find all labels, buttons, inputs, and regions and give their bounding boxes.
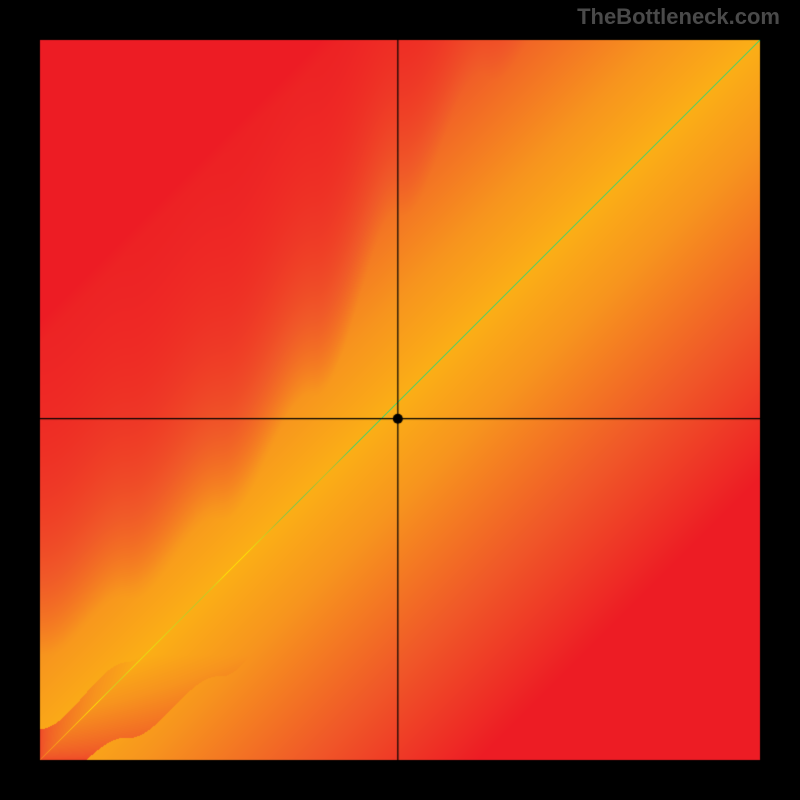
attribution-text: TheBottleneck.com [577,4,780,30]
chart-container: TheBottleneck.com [0,0,800,800]
bottleneck-heatmap [0,0,800,800]
